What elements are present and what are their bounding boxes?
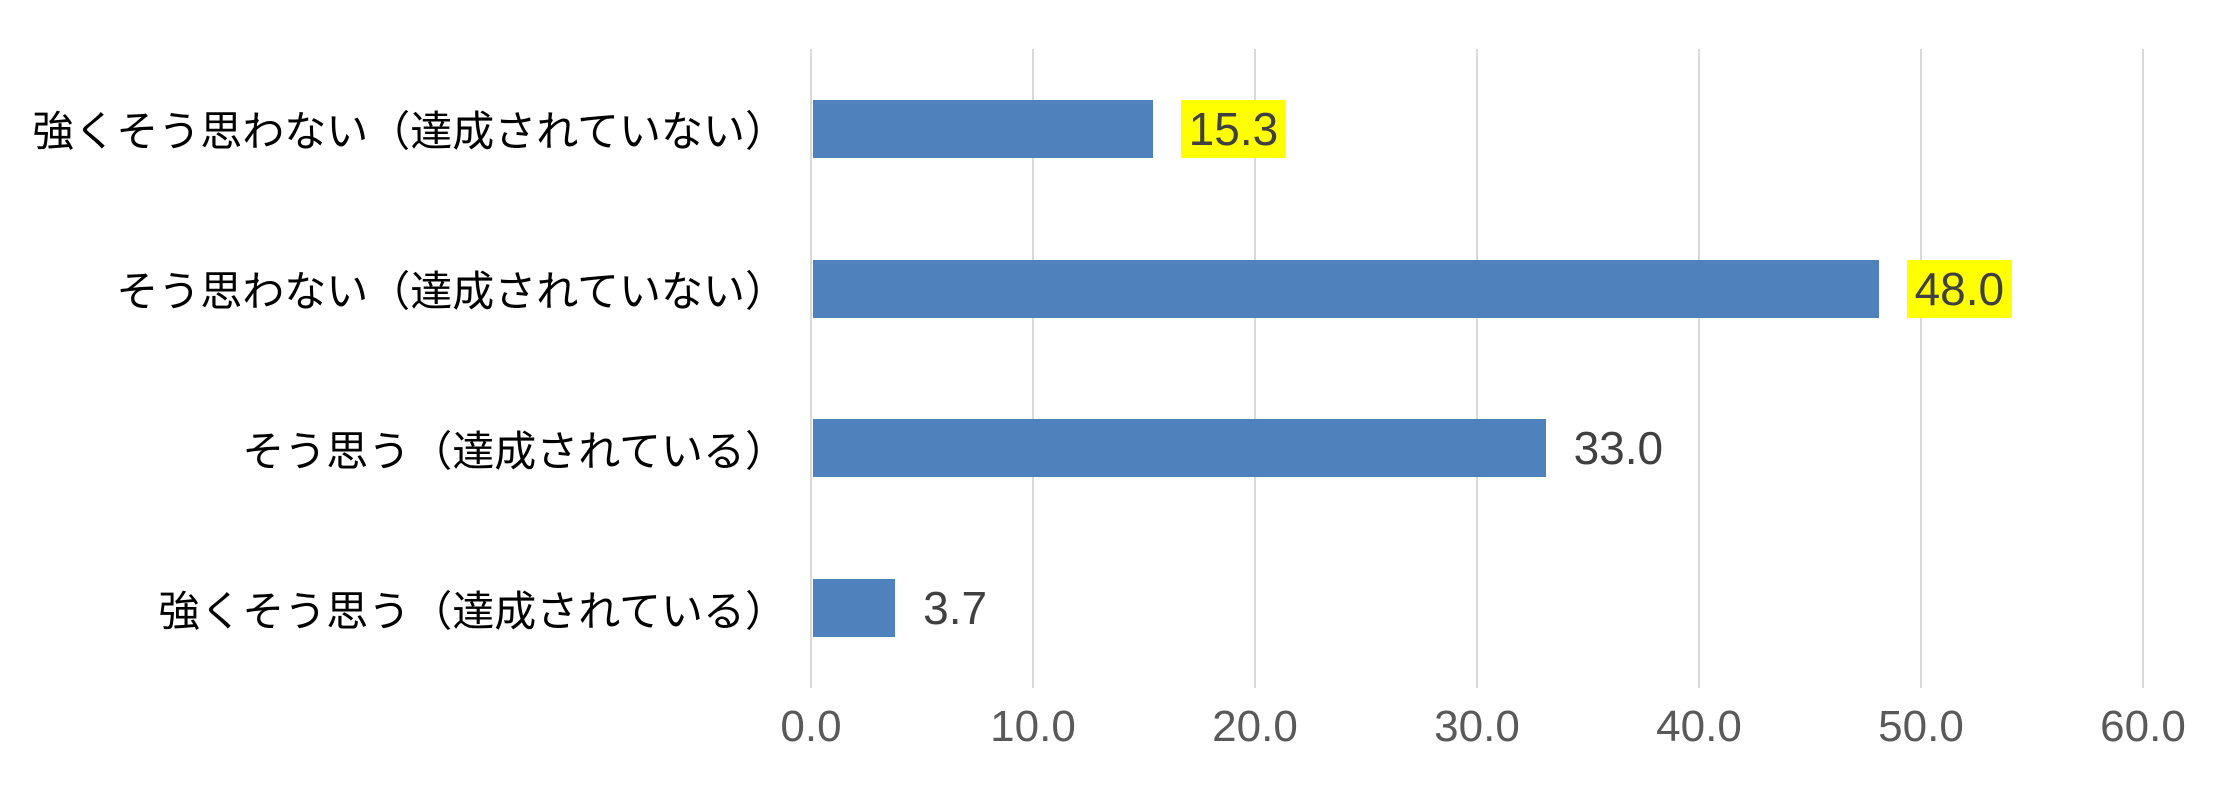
x-tick-label-0: 0.0 (780, 702, 842, 751)
value-axis: 0.0 10.0 20.0 30.0 40.0 50.0 60.0 (780, 702, 2185, 762)
bar-0 (813, 99, 1153, 158)
bar-3 (813, 579, 896, 638)
x-tick-label-4: 40.0 (1656, 702, 1742, 751)
category-label-0: 強くそう思わない（達成されていない） (32, 108, 787, 156)
gridline (2142, 49, 2144, 688)
x-tick-label-1: 10.0 (990, 702, 1076, 751)
value-label-0: 15.3 (1180, 99, 1287, 158)
category-axis: 強くそう思わない（達成されていない） そう思わない（達成されていない） そう思う（達… (0, 49, 787, 688)
bar-2 (813, 419, 1546, 478)
bar-1 (813, 259, 1879, 318)
category-label-1: そう思わない（達成されていない） (116, 268, 787, 316)
gridline (1032, 49, 1034, 688)
plot-area: 15.3 48.0 33.0 3.7 (810, 49, 2144, 688)
gridline (1476, 49, 1478, 688)
x-tick-label-2: 20.0 (1212, 702, 1298, 751)
value-label-3: 3.7 (923, 582, 988, 635)
x-tick-label-5: 50.0 (1878, 702, 1964, 751)
category-label-2: そう思う（達成されている） (242, 427, 787, 475)
gridline (1920, 49, 1922, 688)
value-label-2: 33.0 (1573, 422, 1664, 475)
category-label-3: 強くそう思う（達成されている） (158, 587, 787, 635)
x-tick-label-3: 30.0 (1434, 702, 1520, 751)
x-tick-label-6: 60.0 (2100, 702, 2186, 751)
gridline (810, 49, 812, 688)
gridline (1698, 49, 1700, 688)
gridline (1254, 49, 1256, 688)
value-label-1: 48.0 (1906, 259, 2013, 318)
